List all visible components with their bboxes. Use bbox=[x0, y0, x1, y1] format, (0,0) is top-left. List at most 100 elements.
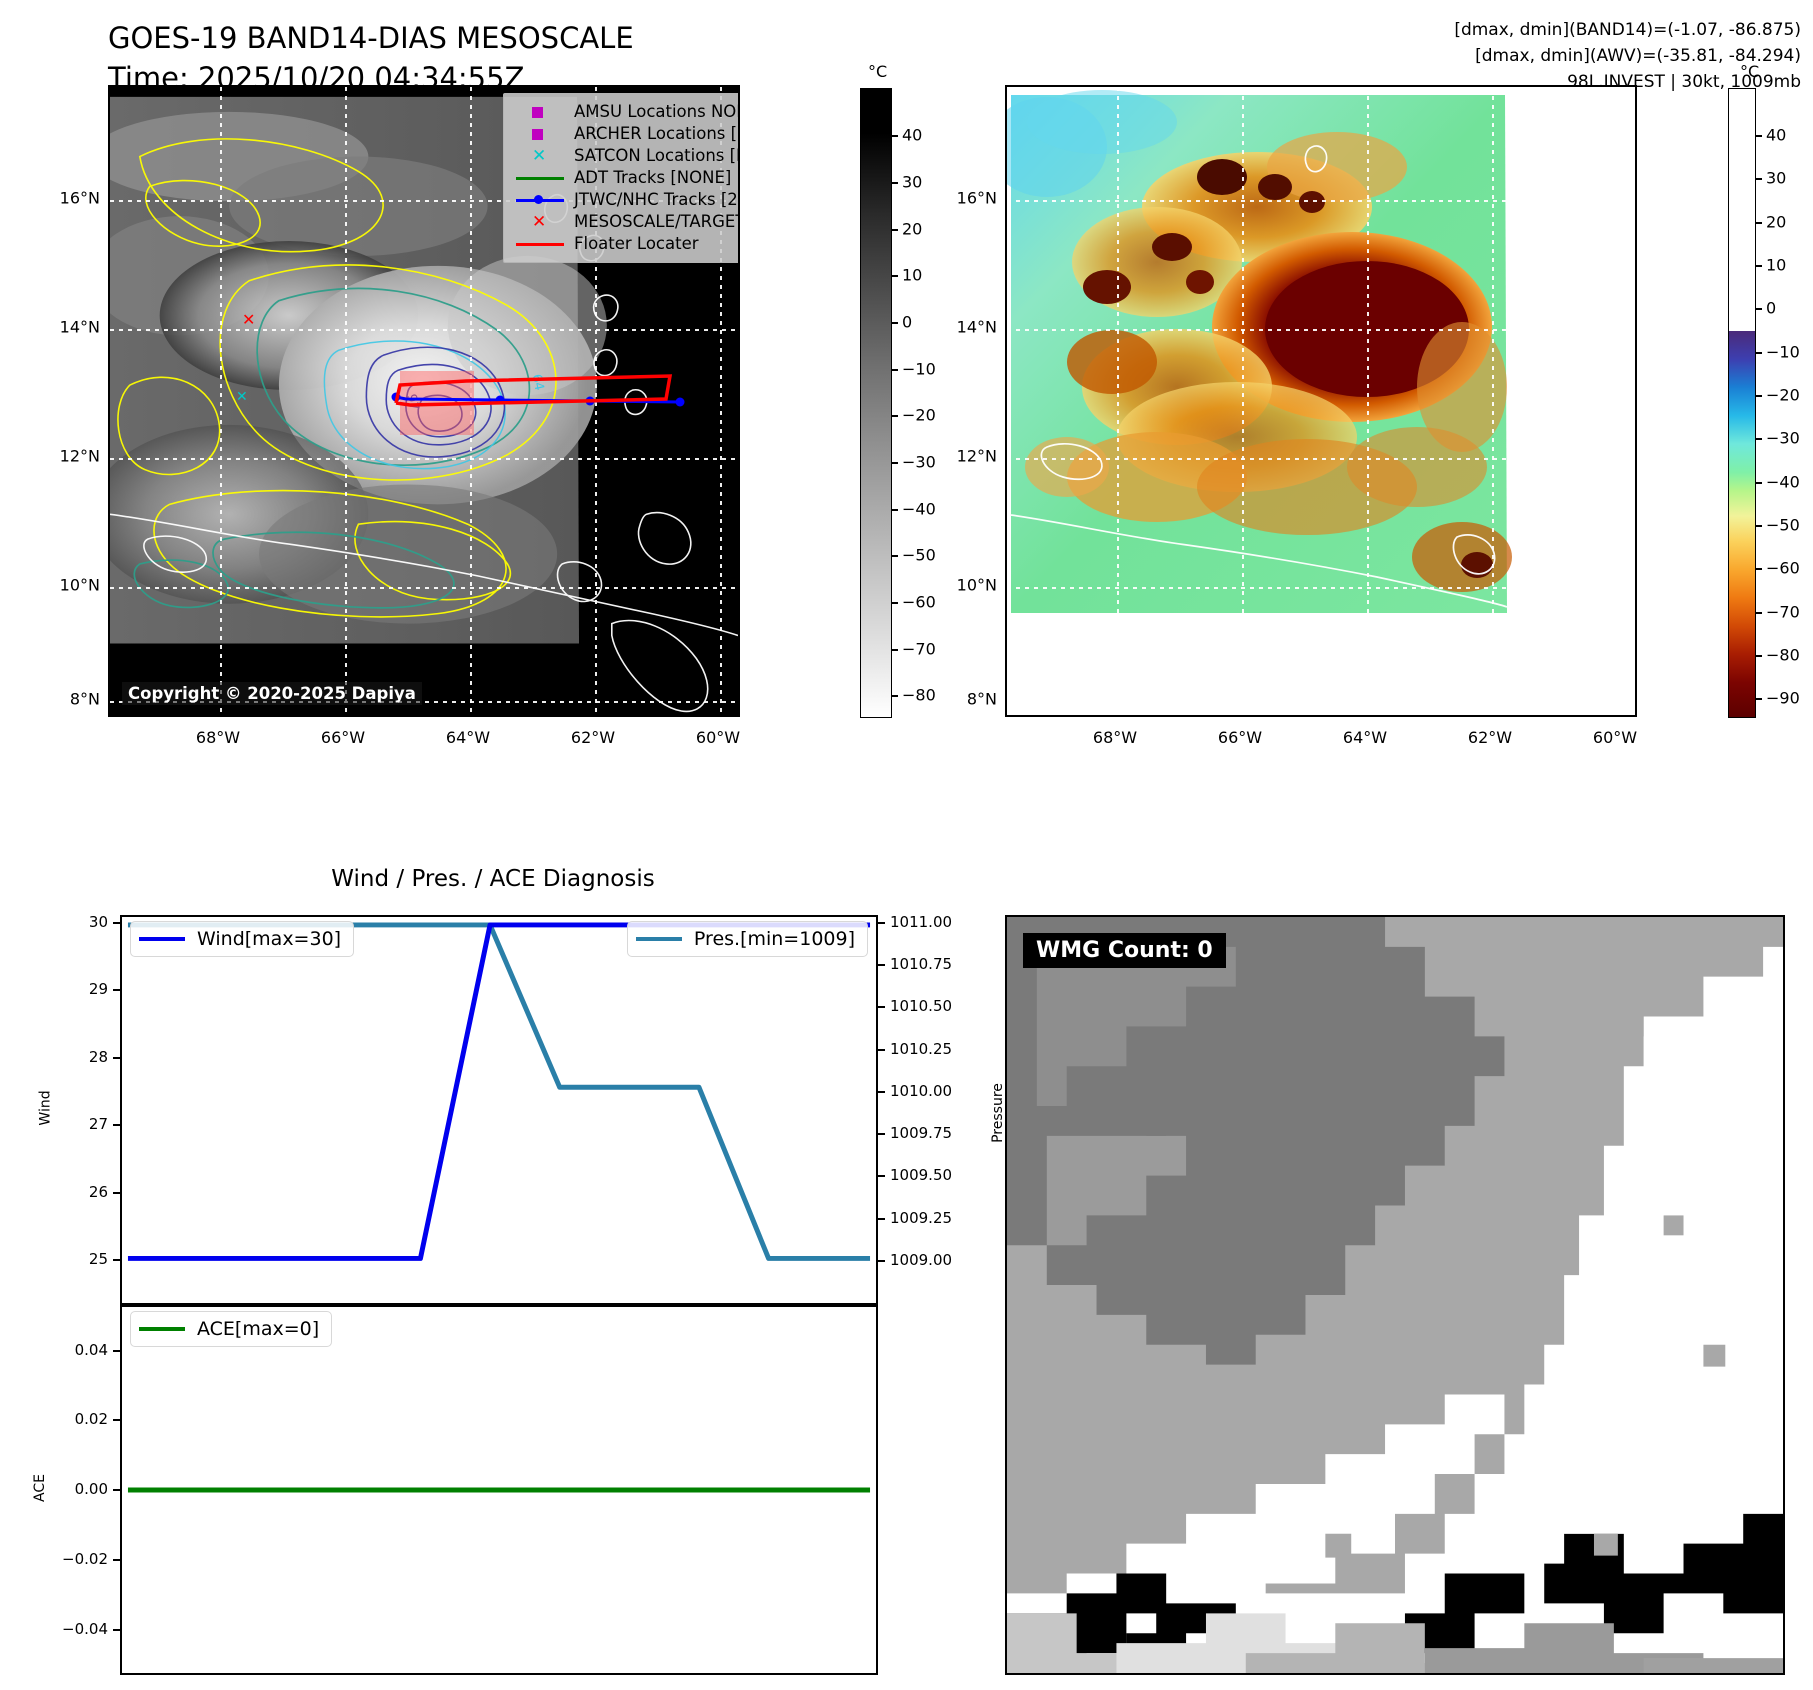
right-map-lon-66w: 66°W bbox=[1217, 728, 1263, 747]
awv-color-imagery bbox=[1007, 87, 1635, 715]
floater-line-icon bbox=[512, 234, 568, 254]
right-map-lat-12n: 12°N bbox=[956, 446, 997, 466]
ace-legend-swatch bbox=[139, 1326, 185, 1332]
pres-ytick-1010-00: 1010.00 bbox=[890, 1082, 953, 1100]
awv-cb-tick-m30: −30 bbox=[1766, 428, 1800, 448]
left-map-lat-16n: 16°N bbox=[59, 188, 100, 208]
gridline-lat-8n bbox=[110, 701, 738, 703]
gray-cb-tick-20: 20 bbox=[902, 219, 923, 239]
awv-cb-tick-m40: −40 bbox=[1766, 472, 1800, 492]
wmg-panel[interactable]: WMG Count: 0 bbox=[1005, 915, 1785, 1675]
pressure-legend: Pres.[min=1009] bbox=[626, 921, 868, 957]
wind-legend-swatch bbox=[139, 936, 185, 942]
awv-cb-tick-20: 20 bbox=[1766, 212, 1787, 232]
wmg-quantized-imagery bbox=[1007, 917, 1783, 1673]
gridline-lon-68w-right bbox=[1117, 87, 1119, 715]
awv-cb-tick-m80: −80 bbox=[1766, 645, 1800, 665]
ace-ytick-m004: −0.04 bbox=[62, 1620, 108, 1638]
gray-cb-tick-m50: −50 bbox=[902, 545, 936, 565]
gridline-lon-68w bbox=[220, 87, 222, 715]
left-map-lon-62w: 62°W bbox=[570, 728, 616, 747]
ace-legend-label: ACE[max=0] bbox=[197, 1318, 320, 1340]
grayscale-colorbar-unit: °C bbox=[868, 62, 888, 81]
legend-label-mesoscale: MESOSCALE/TARGET Location bbox=[574, 211, 740, 231]
mesoscale-target-x-marker: ✕ bbox=[242, 310, 256, 329]
title-line-1: GOES-19 BAND14-DIAS MESOSCALE bbox=[108, 21, 634, 55]
left-map-lon-66w: 66°W bbox=[320, 728, 366, 747]
awv-cb-tick-30: 30 bbox=[1766, 168, 1787, 188]
wind-pressure-series bbox=[127, 922, 871, 1261]
pressure-legend-swatch bbox=[635, 936, 682, 942]
pres-ytick-1011-00: 1011.00 bbox=[890, 913, 953, 931]
pres-ytick-1010-75: 1010.75 bbox=[890, 955, 953, 973]
right-map-lat-10n: 10°N bbox=[956, 575, 997, 595]
gridline-lat-12n bbox=[110, 458, 738, 460]
awv-cb-tick-m90: −90 bbox=[1766, 688, 1800, 708]
amsu-square-icon bbox=[512, 102, 568, 122]
awv-cb-tick-m70: −70 bbox=[1766, 602, 1800, 622]
ace-axis-label: ACE bbox=[31, 1474, 48, 1502]
archer-square-icon bbox=[512, 124, 568, 144]
legend-label-satcon: SATCON Locations [NONE] bbox=[574, 145, 738, 165]
gridline-lat-16n bbox=[110, 200, 738, 202]
wind-pressure-plot[interactable]: Wind[max=30] Pres.[min=1009] bbox=[120, 915, 878, 1305]
gridline-lat-10n-right bbox=[1007, 587, 1507, 589]
right-map-lon-64w: 64°W bbox=[1342, 728, 1388, 747]
satcon-x-icon: ✕ bbox=[532, 146, 547, 166]
floater-locater bbox=[394, 374, 673, 407]
pres-ytick-1009-00: 1009.00 bbox=[890, 1251, 953, 1269]
legend-row-mesoscale: ✕ MESOSCALE/TARGET Location bbox=[512, 211, 740, 233]
gray-cb-tick-m20: −20 bbox=[902, 405, 936, 425]
wind-ytick-27: 27 bbox=[88, 1115, 108, 1133]
adt-line-icon bbox=[512, 168, 568, 188]
gray-cb-tick-10: 10 bbox=[902, 265, 923, 285]
dmax-dmin-band14: [dmax, dmin](BAND14)=(-1.07, -86.875) bbox=[1454, 20, 1801, 40]
legend-label-jtwc: JTWC/NHC Tracks [20/0000Z] bbox=[574, 189, 738, 209]
awv-cb-tick-m20: −20 bbox=[1766, 385, 1800, 405]
awv-cb-tick-40: 40 bbox=[1766, 125, 1787, 145]
gray-cb-tick-m70: −70 bbox=[902, 639, 936, 659]
pres-ytick-1010-50: 1010.50 bbox=[890, 997, 953, 1015]
right-map-lat-14n: 14°N bbox=[956, 317, 997, 337]
awv-cb-tick-m60: −60 bbox=[1766, 558, 1800, 578]
awv-colorbar-unit: °C bbox=[1740, 62, 1760, 81]
legend-label-adt: ADT Tracks [NONE] bbox=[574, 167, 732, 187]
right-map-lat-16n: 16°N bbox=[956, 188, 997, 208]
pres-ytick-1009-75: 1009.75 bbox=[890, 1124, 953, 1142]
gray-cb-tick-m40: −40 bbox=[902, 499, 936, 519]
header-info: [dmax, dmin](BAND14)=(-1.07, -86.875) [d… bbox=[1454, 18, 1801, 95]
ace-series bbox=[127, 1487, 871, 1493]
ace-ytick-004: 0.04 bbox=[74, 1341, 108, 1359]
left-map-lat-8n: 8°N bbox=[69, 689, 100, 709]
ir-satellite-map[interactable]: 64 97 ✕ ✕ AMSU Locations NONE ARCHER Loc… bbox=[108, 85, 740, 717]
ace-legend: ACE[max=0] bbox=[130, 1311, 333, 1347]
pressure-legend-label: Pres.[min=1009] bbox=[693, 928, 855, 950]
ace-ytick-m002: −0.02 bbox=[62, 1550, 108, 1568]
awv-satellite-map[interactable] bbox=[1005, 85, 1637, 717]
gray-cb-tick-m10: −10 bbox=[902, 359, 936, 379]
pressure-axis-label: Pressure bbox=[989, 1083, 1006, 1143]
right-map-lon-68w: 68°W bbox=[1092, 728, 1138, 747]
legend-label-floater: Floater Locater bbox=[574, 233, 699, 253]
wind-legend: Wind[max=30] bbox=[130, 921, 355, 957]
gray-cb-tick-m80: −80 bbox=[902, 685, 936, 705]
left-map-lat-14n: 14°N bbox=[59, 317, 100, 337]
legend-row-floater: Floater Locater bbox=[512, 233, 738, 255]
gridline-lon-66w bbox=[345, 87, 347, 715]
right-map-lat-8n: 8°N bbox=[966, 689, 997, 709]
gridline-lon-60w bbox=[720, 87, 722, 715]
legend-row-archer: ARCHER Locations [NONE] bbox=[512, 123, 738, 145]
pres-ytick-1009-25: 1009.25 bbox=[890, 1209, 953, 1227]
ace-plot[interactable]: ACE[max=0] bbox=[120, 1305, 878, 1675]
left-map-lat-10n: 10°N bbox=[59, 575, 100, 595]
gridline-lon-62w-right bbox=[1492, 87, 1494, 715]
legend-row-satcon: ✕ SATCON Locations [NONE] bbox=[512, 145, 738, 167]
dmax-dmin-awv: [dmax, dmin](AWV)=(-35.81, -84.294) bbox=[1475, 45, 1801, 66]
ace-ytick-002: 0.02 bbox=[74, 1410, 108, 1428]
left-map-lon-60w: 60°W bbox=[695, 728, 741, 747]
gridline-lat-10n bbox=[110, 587, 738, 589]
awv-cb-tick-m50: −50 bbox=[1766, 515, 1800, 535]
awv-cb-tick-m10: −10 bbox=[1766, 342, 1800, 362]
legend-label-archer: ARCHER Locations [NONE] bbox=[574, 123, 738, 143]
right-map-lon-60w: 60°W bbox=[1592, 728, 1638, 747]
